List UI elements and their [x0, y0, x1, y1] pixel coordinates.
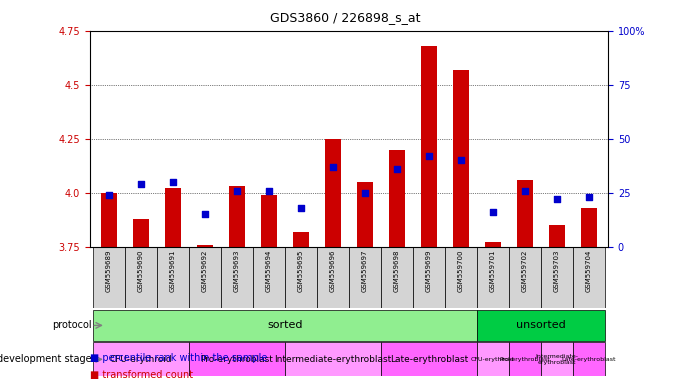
Point	[520, 187, 531, 194]
Text: ■ transformed count: ■ transformed count	[90, 370, 193, 380]
Text: GSM559703: GSM559703	[554, 250, 560, 292]
Text: unsorted: unsorted	[516, 320, 566, 330]
FancyBboxPatch shape	[157, 247, 189, 308]
Point	[359, 190, 370, 196]
FancyBboxPatch shape	[445, 247, 477, 308]
Text: ■ percentile rank within the sample: ■ percentile rank within the sample	[90, 353, 267, 363]
Bar	[165, 189, 181, 247]
Text: CFU-erythroid: CFU-erythroid	[471, 357, 515, 362]
Bar	[357, 182, 373, 247]
Point	[583, 194, 594, 200]
Text: GSM559700: GSM559700	[458, 250, 464, 292]
Bar	[517, 180, 533, 247]
Text: protocol: protocol	[52, 320, 91, 330]
Text: GSM559690: GSM559690	[138, 250, 144, 292]
FancyBboxPatch shape	[189, 247, 221, 308]
Text: Intermediate-
erythroblast: Intermediate- erythroblast	[536, 354, 578, 365]
Bar	[421, 46, 437, 247]
Point	[200, 211, 211, 217]
FancyBboxPatch shape	[381, 247, 413, 308]
Point	[391, 166, 402, 172]
FancyBboxPatch shape	[93, 310, 477, 341]
Text: GSM559693: GSM559693	[234, 250, 240, 292]
Bar	[101, 193, 117, 247]
Bar	[485, 242, 501, 247]
Point	[551, 196, 562, 202]
Text: Pro-erythroblast: Pro-erythroblast	[500, 357, 550, 362]
Bar	[133, 218, 149, 247]
Bar	[261, 195, 277, 247]
FancyBboxPatch shape	[189, 343, 285, 376]
FancyBboxPatch shape	[125, 247, 157, 308]
Bar	[293, 232, 309, 247]
Bar	[581, 208, 597, 247]
Text: GSM559698: GSM559698	[394, 250, 400, 292]
Text: GSM559704: GSM559704	[586, 250, 592, 292]
Bar	[325, 139, 341, 247]
Text: GSM559695: GSM559695	[298, 250, 304, 292]
Text: GSM559702: GSM559702	[522, 250, 528, 292]
Bar	[453, 70, 469, 247]
FancyBboxPatch shape	[573, 247, 605, 308]
Text: GSM559689: GSM559689	[106, 250, 112, 292]
FancyBboxPatch shape	[477, 343, 509, 376]
Point	[135, 181, 146, 187]
Bar	[197, 245, 213, 247]
Text: development stage: development stage	[0, 354, 91, 364]
Point	[328, 164, 339, 170]
FancyBboxPatch shape	[509, 343, 541, 376]
Text: Late-erythroblast: Late-erythroblast	[562, 357, 616, 362]
FancyBboxPatch shape	[221, 247, 253, 308]
Text: GSM559694: GSM559694	[266, 250, 272, 292]
Text: GDS3860 / 226898_s_at: GDS3860 / 226898_s_at	[270, 12, 421, 25]
FancyBboxPatch shape	[93, 343, 189, 376]
Bar	[389, 149, 405, 247]
Text: sorted: sorted	[267, 320, 303, 330]
FancyBboxPatch shape	[285, 343, 381, 376]
Text: Pro-erythroblast: Pro-erythroblast	[200, 355, 274, 364]
Text: GSM559691: GSM559691	[170, 250, 176, 292]
FancyBboxPatch shape	[381, 343, 477, 376]
FancyBboxPatch shape	[317, 247, 349, 308]
FancyBboxPatch shape	[253, 247, 285, 308]
FancyBboxPatch shape	[573, 343, 605, 376]
Point	[424, 153, 435, 159]
Text: CFU-erythroid: CFU-erythroid	[110, 355, 172, 364]
Point	[263, 187, 274, 194]
FancyBboxPatch shape	[541, 343, 573, 376]
FancyBboxPatch shape	[285, 247, 317, 308]
Point	[231, 187, 243, 194]
Text: GSM559692: GSM559692	[202, 250, 208, 292]
Point	[167, 179, 178, 185]
FancyBboxPatch shape	[93, 247, 125, 308]
FancyBboxPatch shape	[509, 247, 541, 308]
Point	[104, 192, 115, 198]
Point	[296, 205, 307, 211]
FancyBboxPatch shape	[541, 247, 573, 308]
Bar	[229, 186, 245, 247]
Text: GSM559699: GSM559699	[426, 250, 432, 292]
Text: Intermediate-erythroblast: Intermediate-erythroblast	[274, 355, 392, 364]
Bar	[549, 225, 565, 247]
Point	[455, 157, 466, 163]
FancyBboxPatch shape	[413, 247, 445, 308]
FancyBboxPatch shape	[477, 247, 509, 308]
FancyBboxPatch shape	[349, 247, 381, 308]
Text: GSM559701: GSM559701	[490, 250, 496, 292]
Text: Late-erythroblast: Late-erythroblast	[390, 355, 468, 364]
Text: GSM559696: GSM559696	[330, 250, 336, 292]
Text: GSM559697: GSM559697	[362, 250, 368, 292]
FancyBboxPatch shape	[477, 310, 605, 341]
Point	[487, 209, 498, 215]
